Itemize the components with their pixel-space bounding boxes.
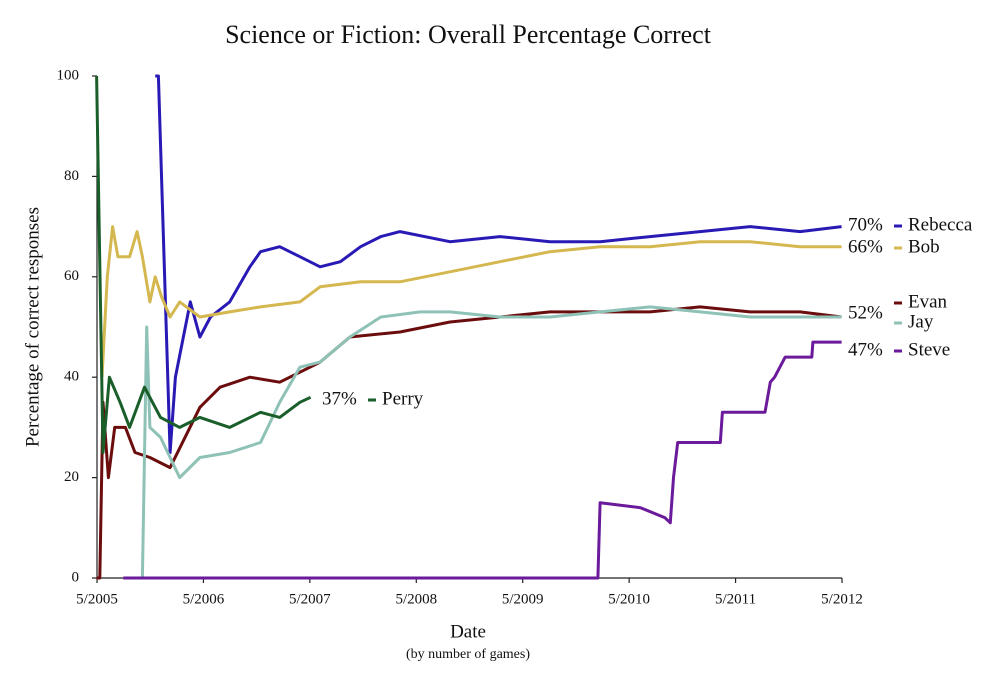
y-tick-label: 20 [64,469,79,485]
series-line [155,74,842,454]
end-value-label: 37% [322,388,357,409]
x-axis-title: Date [450,621,486,642]
x-tick-label: 5/2005 [76,591,118,607]
chart-title: Science or Fiction: Overall Percentage C… [225,20,712,49]
legend-label: Rebecca [908,214,973,235]
series-line [100,225,842,378]
series-line [96,305,842,580]
legend-label: Perry [382,388,424,409]
x-tick-label: 5/2009 [502,591,544,607]
x-tick-label: 5/2007 [289,591,331,607]
x-tick-label: 5/2011 [715,591,756,607]
y-tick-label: 40 [64,369,79,385]
y-tick-label: 80 [64,168,79,184]
x-tick-label: 5/2006 [183,591,225,607]
x-tick-label: 5/2010 [608,591,650,607]
end-value-label: 66% [848,236,883,257]
legend-label: Jay [908,311,934,332]
end-value-label: 47% [848,339,883,360]
series-line [123,340,842,580]
legend-label: Steve [908,339,950,360]
y-tick-label: 0 [72,569,80,585]
end-value-label: 70% [848,214,883,235]
y-tick-label: 100 [57,67,80,83]
series-line [140,305,842,579]
y-tick-label: 60 [64,268,79,284]
series-line [95,75,312,454]
legend-label: Evan [908,291,948,312]
x-axis-subtitle: (by number of games) [406,647,530,662]
legend-label: Bob [908,236,940,257]
end-value-label: 52% [848,302,883,323]
x-tick-label: 5/2008 [395,591,437,607]
y-axis-title: Percentage of correct responses [22,207,43,447]
x-tick-label: 5/2012 [821,591,863,607]
